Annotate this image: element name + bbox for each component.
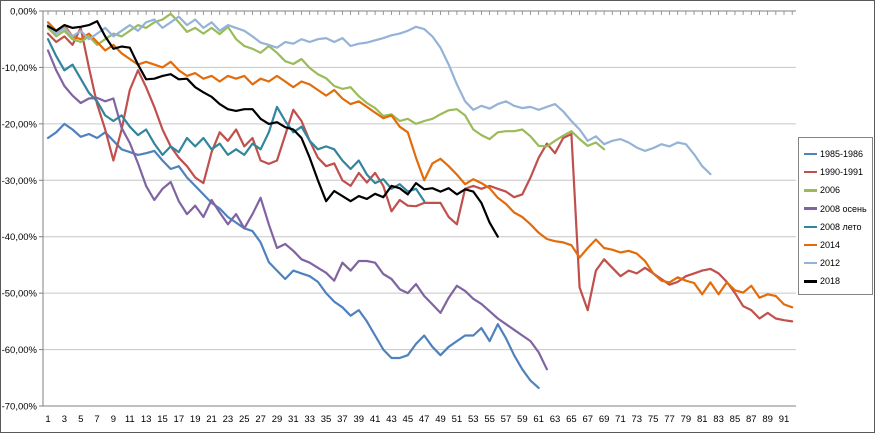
legend-swatch-icon — [804, 152, 817, 156]
x-tick-label: 41 — [370, 414, 381, 425]
x-tick-label: 51 — [452, 414, 463, 425]
x-tick-label: 55 — [484, 414, 495, 425]
x-tick-label: 47 — [419, 414, 430, 425]
legend-swatch-icon — [804, 207, 817, 210]
x-tick-label: 37 — [337, 414, 348, 425]
x-tick-label: 21 — [206, 414, 217, 425]
legend-item[interactable]: 1990-1991 — [804, 163, 872, 181]
legend-item[interactable]: 2014 — [804, 236, 872, 254]
x-tick-label: 77 — [664, 414, 675, 425]
x-tick-label: 3 — [62, 414, 67, 425]
series-line-2018[interactable] — [46, 20, 499, 238]
legend-label: 2008 лето — [820, 221, 862, 232]
y-tick-label: -50,00% — [2, 289, 38, 300]
y-tick-label: -60,00% — [2, 345, 38, 356]
y-tick-label: -30,00% — [2, 176, 38, 187]
x-tick-label: 83 — [713, 414, 724, 425]
x-tick-label: 27 — [255, 414, 266, 425]
x-tick-label: 81 — [697, 414, 708, 425]
series-line-2012[interactable] — [46, 15, 712, 176]
x-tick-label: 13 — [141, 414, 152, 425]
x-tick-label: 31 — [288, 414, 299, 425]
x-tick-label: 89 — [762, 414, 773, 425]
legend-label: 2014 — [820, 240, 841, 251]
x-tick-label: 35 — [321, 414, 332, 425]
legend-label: 1990-1991 — [820, 167, 864, 178]
x-tick-label: 59 — [517, 414, 528, 425]
x-tick-label: 45 — [403, 414, 414, 425]
x-tick-label: 23 — [223, 414, 234, 425]
y-tick-label: -70,00% — [2, 402, 38, 413]
legend-label: 2012 — [820, 258, 841, 269]
legend-item[interactable]: 1985-1986 — [804, 145, 872, 163]
x-tick-label: 73 — [632, 414, 643, 425]
x-tick-label: 39 — [353, 414, 364, 425]
legend-item[interactable]: 2008 осень — [804, 200, 872, 218]
legend-item[interactable]: 2006 — [804, 181, 872, 199]
x-tick-label: 61 — [533, 414, 544, 425]
x-tick-label: 15 — [157, 414, 168, 425]
series-line-2008 лето[interactable] — [46, 38, 426, 203]
x-tick-label: 85 — [730, 414, 741, 425]
x-tick-label: 29 — [272, 414, 283, 425]
x-tick-label: 71 — [615, 414, 626, 425]
x-tick-label: 87 — [746, 414, 757, 425]
x-tick-label: 49 — [435, 414, 446, 425]
x-tick-label: 1 — [45, 414, 50, 425]
x-tick-label: 11 — [125, 414, 135, 425]
legend-swatch-icon — [804, 225, 817, 229]
x-tick-label: 53 — [468, 414, 479, 425]
x-tick-label: 17 — [174, 414, 185, 425]
legend-label: 2008 осень — [820, 203, 867, 214]
x-tick-label: 7 — [94, 414, 99, 425]
legend-swatch-icon — [804, 243, 817, 247]
legend-label: 1985-1986 — [820, 149, 864, 160]
x-tick-label: 33 — [304, 414, 315, 425]
x-tick-label: 63 — [550, 414, 561, 425]
x-tick-label: 43 — [386, 414, 397, 425]
x-tick-label: 79 — [681, 414, 692, 425]
series-line-1985-1986[interactable] — [46, 122, 540, 389]
x-tick-label: 67 — [582, 414, 593, 425]
legend-item[interactable]: 2012 — [804, 254, 872, 272]
y-tick-label: -20,00% — [2, 119, 38, 130]
x-tick-label: 91 — [779, 414, 790, 425]
x-tick-label: 57 — [501, 414, 512, 425]
series-line-2014[interactable] — [46, 21, 794, 309]
legend-label: 2006 — [820, 185, 841, 196]
x-tick-label: 9 — [111, 414, 116, 425]
legend[interactable]: 1985-1986 1990-1991 2006 2008 осень 2008 лет… — [798, 137, 873, 295]
series-line-2006[interactable] — [46, 12, 606, 151]
x-tick-label: 75 — [648, 414, 659, 425]
y-tick-label: -40,00% — [2, 232, 38, 243]
legend-item[interactable]: 2008 лето — [804, 218, 872, 236]
legend-swatch-icon — [804, 280, 817, 283]
series-line-2008 осень[interactable] — [46, 49, 549, 371]
legend-label: 2018 — [820, 276, 841, 287]
x-tick-label: 69 — [599, 414, 610, 425]
y-tick-label: 0,00% — [10, 7, 37, 18]
legend-item[interactable]: 2018 — [804, 272, 872, 290]
x-tick-label: 25 — [239, 414, 250, 425]
legend-swatch-icon — [804, 171, 817, 174]
legend-swatch-icon — [804, 262, 817, 265]
y-tick-label: -10,00% — [2, 63, 38, 74]
x-tick-label: 19 — [190, 414, 201, 425]
x-tick-label: 5 — [78, 414, 83, 425]
legend-swatch-icon — [804, 189, 817, 192]
x-tick-label: 65 — [566, 414, 577, 425]
